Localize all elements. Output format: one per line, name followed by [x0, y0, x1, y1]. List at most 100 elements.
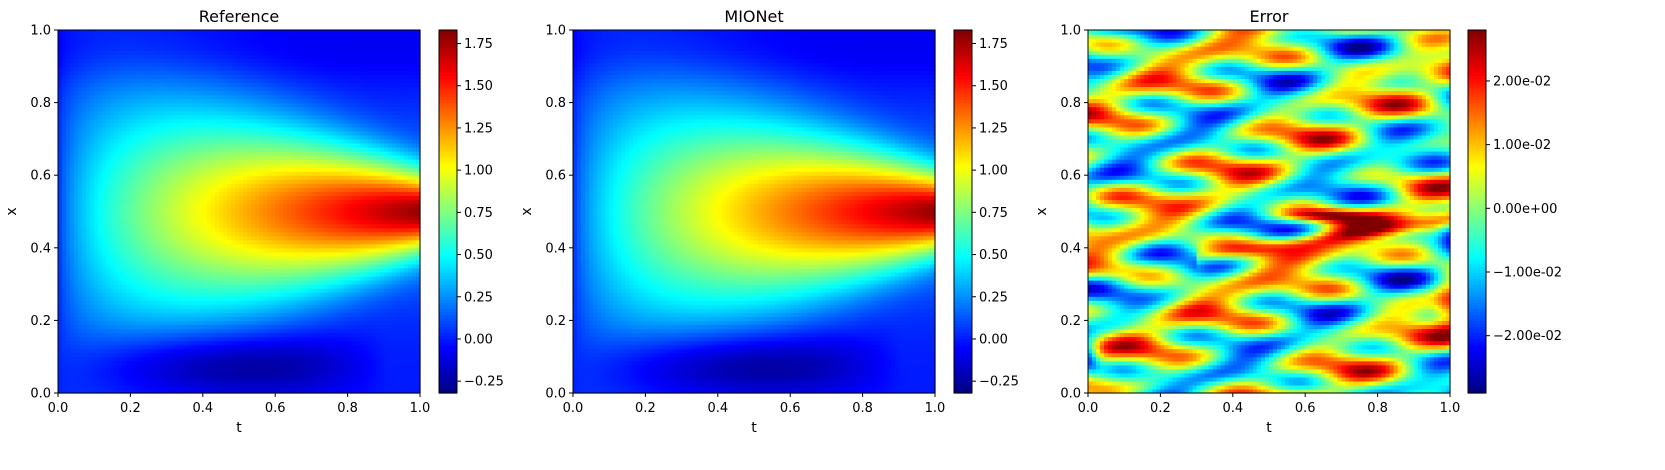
heatmap-cell — [182, 324, 188, 330]
heatmap-cell — [166, 344, 172, 350]
heatmap-cell — [206, 163, 212, 168]
heatmap-cell — [251, 114, 256, 120]
heatmap-cell — [154, 276, 160, 281]
heatmap-cell — [150, 388, 156, 394]
heatmap-cell — [255, 384, 260, 390]
heatmap-cell — [230, 90, 236, 96]
heatmap-cell — [206, 207, 212, 213]
heatmap-cell — [243, 42, 248, 47]
heatmap-cell — [134, 223, 140, 229]
heatmap-cell — [190, 231, 196, 237]
heatmap-cell — [126, 134, 131, 140]
heatmap-cell — [118, 328, 123, 334]
heatmap-cell — [206, 239, 212, 245]
heatmap-cell — [74, 376, 79, 382]
heatmap-cell — [90, 280, 95, 285]
heatmap-cell — [251, 54, 256, 59]
heatmap-cell — [150, 380, 156, 386]
heatmap-cell — [243, 368, 248, 374]
heatmap-cell — [267, 219, 272, 225]
heatmap-cell — [218, 126, 224, 132]
heatmap-cell — [214, 348, 220, 354]
heatmap-cell — [226, 207, 232, 213]
heatmap-cell — [267, 316, 272, 321]
heatmap-cell — [158, 195, 164, 200]
heatmap-cell — [154, 110, 160, 116]
heatmap-cell — [166, 34, 172, 39]
heatmap-cell — [230, 308, 236, 313]
heatmap-cell — [70, 235, 75, 241]
heatmap-cell — [86, 372, 91, 378]
heatmap-cell — [134, 86, 140, 92]
heatmap-cell — [174, 235, 180, 241]
heatmap-cell — [86, 74, 91, 79]
heatmap-cell — [214, 167, 220, 172]
heatmap-cell — [90, 146, 95, 152]
heatmap-cell — [82, 231, 87, 237]
heatmap-cell — [210, 46, 216, 51]
heatmap-cell — [102, 167, 107, 172]
heatmap-cell — [251, 151, 256, 156]
heatmap-cell — [106, 146, 111, 152]
heatmap-cell — [102, 384, 107, 390]
heatmap-cell — [166, 267, 172, 273]
heatmap-cell — [251, 163, 256, 168]
heatmap-cell — [234, 159, 240, 164]
heatmap-cell — [66, 106, 71, 112]
heatmap-cell — [263, 344, 268, 350]
heatmap-cell — [186, 122, 192, 128]
heatmap-cell — [234, 376, 240, 382]
heatmap-cell — [90, 276, 95, 281]
heatmap-cell — [255, 122, 260, 128]
heatmap-cell — [170, 284, 176, 289]
heatmap-cell — [234, 195, 240, 200]
heatmap-cell — [178, 336, 184, 342]
heatmap-cell — [259, 142, 264, 148]
heatmap-cell — [279, 348, 284, 354]
heatmap-cell — [239, 94, 244, 100]
heatmap-cell — [178, 215, 184, 221]
heatmap-cell — [214, 199, 220, 205]
heatmap-cell — [178, 183, 184, 188]
heatmap-cell — [158, 102, 164, 108]
heatmap-cell — [218, 348, 224, 354]
heatmap-cell — [134, 118, 140, 124]
heatmap-cell — [190, 163, 196, 168]
heatmap-cell — [138, 332, 144, 338]
heatmap-cell — [98, 34, 103, 39]
heatmap-cell — [198, 130, 204, 136]
heatmap-cell — [239, 195, 244, 200]
heatmap-cell — [102, 118, 107, 124]
heatmap-cell — [226, 356, 232, 362]
heatmap-cell — [158, 175, 164, 180]
heatmap-cell — [214, 183, 220, 188]
heatmap-cell — [222, 70, 228, 75]
heatmap-cell — [70, 243, 75, 249]
heatmap-cell — [118, 348, 123, 354]
heatmap-cell — [126, 280, 131, 285]
heatmap-cell — [74, 66, 79, 71]
heatmap-cell — [118, 219, 123, 225]
heatmap-cell — [275, 46, 280, 51]
heatmap-cell — [106, 372, 111, 378]
heatmap-cell — [98, 251, 103, 257]
heatmap-cell — [226, 130, 232, 136]
heatmap-cell — [170, 42, 176, 47]
heatmap-cell — [186, 340, 192, 346]
heatmap-cell — [267, 300, 272, 305]
heatmap-cell — [202, 138, 208, 144]
heatmap-cell — [275, 106, 280, 112]
heatmap-cell — [190, 42, 196, 47]
heatmap-cell — [194, 66, 200, 71]
heatmap-cell — [118, 316, 123, 321]
heatmap-cell — [146, 90, 152, 96]
heatmap-cell — [90, 215, 95, 221]
heatmap-cell — [162, 167, 168, 172]
heatmap-cell — [126, 380, 131, 386]
heatmap-cell — [118, 159, 123, 164]
heatmap-cell — [62, 219, 67, 225]
heatmap-cell — [150, 288, 156, 293]
heatmap-cell — [198, 62, 204, 67]
heatmap-cell — [154, 163, 160, 168]
heatmap-cell — [214, 316, 220, 321]
